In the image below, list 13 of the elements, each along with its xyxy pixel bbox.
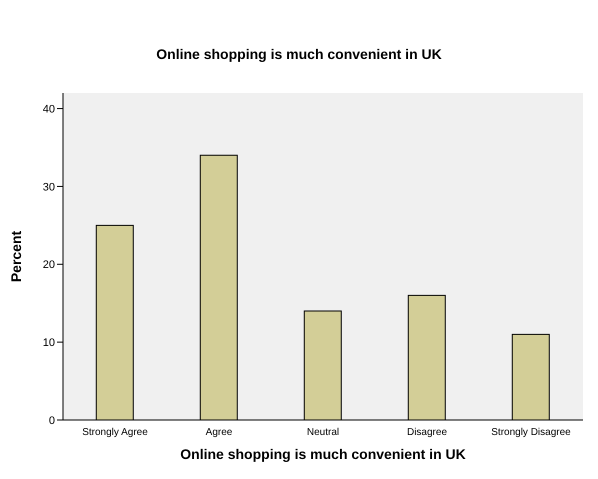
y-tick-label: 20 bbox=[42, 259, 55, 272]
x-tick-label: Strongly Disagree bbox=[491, 427, 572, 438]
y-axis-title: Percent bbox=[8, 230, 24, 282]
y-tick-label: 0 bbox=[48, 414, 55, 427]
y-tick-label: 40 bbox=[42, 103, 55, 116]
x-tick-label: Neutral bbox=[306, 427, 340, 438]
chart-title: Online shopping is much convenient in UK bbox=[155, 46, 443, 62]
y-tick-label: 30 bbox=[42, 181, 55, 194]
x-axis-title: Online shopping is much convenient in UK bbox=[180, 446, 466, 462]
y-tick-label: 10 bbox=[42, 337, 55, 350]
x-tick-label: Strongly Agree bbox=[82, 427, 148, 438]
x-tick-label: Agree bbox=[206, 427, 233, 438]
x-tick-label: Disagree bbox=[406, 427, 448, 438]
